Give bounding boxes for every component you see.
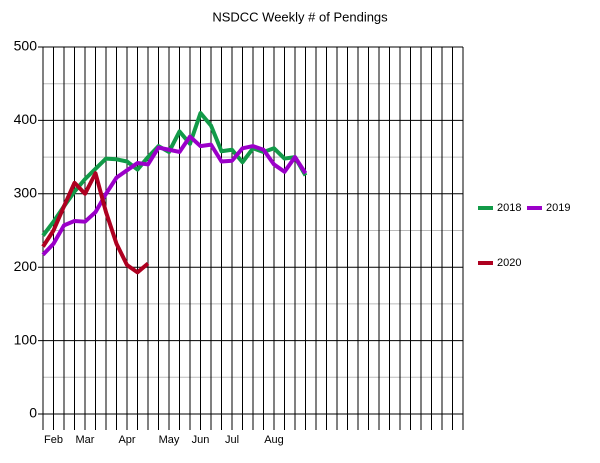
x-tick-label: May <box>159 434 180 446</box>
y-tick-label: 0 <box>29 405 37 421</box>
legend-label: 2020 <box>497 257 521 269</box>
series-line <box>41 134 308 257</box>
x-tick-label: Aug <box>264 434 284 446</box>
y-tick-label: 400 <box>14 111 38 127</box>
x-tick-label: Jul <box>225 434 239 446</box>
chart-title: NSDCC Weekly # of Pendings <box>212 9 388 24</box>
x-tick-label: Apr <box>118 434 135 446</box>
legend-label: 2018 <box>497 202 521 214</box>
y-tick-label: 100 <box>14 331 38 347</box>
series-line <box>41 171 150 275</box>
y-tick-label: 200 <box>14 258 38 274</box>
legend-label: 2019 <box>546 202 570 214</box>
x-tick-label: Jun <box>192 434 210 446</box>
series-line <box>41 111 308 237</box>
y-tick-label: 300 <box>14 185 38 201</box>
x-tick-label: Mar <box>76 434 95 446</box>
y-tick-label: 500 <box>14 38 38 54</box>
x-tick-label: Feb <box>44 434 63 446</box>
